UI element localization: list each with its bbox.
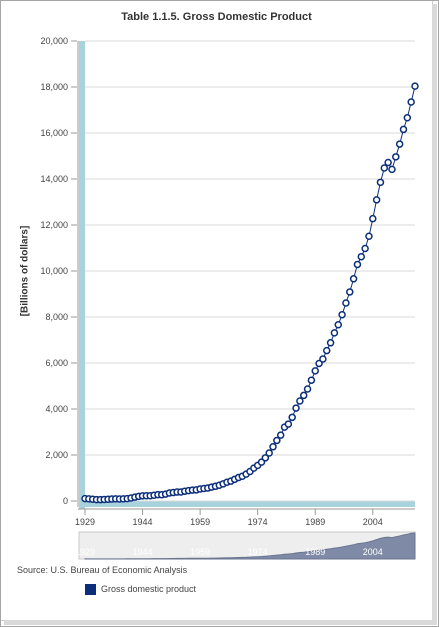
y-tick-label: 4,000	[45, 404, 68, 414]
x-tick-label: 1944	[133, 517, 153, 527]
data-point	[346, 288, 354, 296]
data-point	[326, 339, 335, 347]
y-tick-label: 14,000	[40, 174, 68, 184]
data-point	[284, 420, 293, 428]
data-point	[269, 443, 277, 451]
data-point	[407, 98, 415, 106]
data-point	[334, 320, 343, 329]
y-tick-label: 6,000	[45, 358, 68, 368]
data-point	[319, 355, 327, 363]
x-tick-label: 1974	[248, 517, 268, 527]
data-point	[353, 260, 362, 269]
data-point	[403, 113, 412, 122]
x-tick-label: 1959	[190, 517, 210, 527]
plot-area[interactable]: 0 2,000 4,000 6,000 8,000 10,000 12,000 14,000 1…	[1, 1, 432, 620]
y-tick-label: 0	[63, 496, 68, 506]
navigator-tick-label: 2004	[363, 547, 383, 557]
data-point	[357, 252, 366, 261]
legend-label: Gross domestic product	[101, 584, 197, 594]
data-point	[307, 376, 316, 384]
x-tick-label: 1929	[75, 517, 95, 527]
chart-title: Table 1.1.5. Gross Domestic Product	[121, 11, 312, 23]
navigator-tick-label: 1959	[190, 547, 210, 557]
series-line	[84, 86, 416, 501]
data-point	[299, 391, 308, 400]
x-tick-label: 2004	[363, 517, 383, 527]
data-point	[276, 431, 285, 439]
data-point	[288, 413, 296, 422]
data-point	[322, 346, 331, 355]
data-point	[361, 244, 369, 253]
data-point	[369, 214, 377, 223]
y-axis-band	[79, 41, 85, 509]
navigator-tick-label: 1929	[75, 547, 95, 557]
y-tick-label: 2,000	[45, 450, 68, 460]
data-point	[395, 140, 404, 148]
y-tick-label: 8,000	[45, 312, 68, 322]
data-point	[330, 329, 339, 337]
data-point	[338, 310, 346, 319]
data-point	[315, 359, 323, 368]
chart-panel: Table 1.1.5. Gross Domestic Product [Bil…	[1, 1, 433, 621]
x-axis-band	[79, 501, 415, 507]
navigator-tick-label: 1989	[305, 547, 325, 557]
data-point	[265, 449, 273, 457]
data-point	[311, 367, 319, 375]
data-point	[380, 164, 389, 172]
data-point	[296, 397, 304, 405]
data-point	[303, 385, 312, 393]
y-tick-label: 20,000	[40, 36, 68, 46]
data-point	[376, 178, 385, 187]
navigator-tick-label: 1974	[248, 547, 268, 557]
navigator-tick-label: 1944	[133, 547, 153, 557]
y-tick-label: 12,000	[40, 220, 68, 230]
data-point	[349, 275, 358, 283]
frame-shadow-right	[432, 4, 437, 625]
data-point	[365, 232, 373, 241]
x-tick-label: 1989	[305, 517, 325, 527]
data-point	[392, 153, 400, 161]
data-point	[273, 436, 281, 445]
data-point	[411, 82, 419, 90]
y-tick-label: 16,000	[40, 128, 68, 138]
data-point	[261, 454, 270, 462]
data-point	[292, 404, 300, 412]
legend-swatch	[85, 584, 96, 595]
source-note: Source: U.S. Bureau of Economic Analysis	[17, 565, 188, 575]
frame-shadow-bottom	[4, 620, 437, 625]
y-tick-label: 10,000	[40, 266, 68, 276]
data-point	[388, 165, 396, 174]
data-point	[342, 299, 350, 307]
navigator-area	[84, 532, 416, 560]
y-tick-label: 18,000	[40, 82, 68, 92]
data-point	[384, 158, 392, 167]
data-point	[372, 196, 381, 204]
data-point	[399, 125, 408, 134]
